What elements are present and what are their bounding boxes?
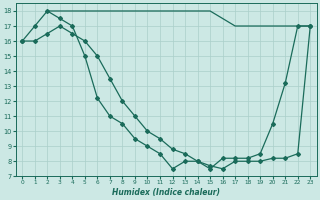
X-axis label: Humidex (Indice chaleur): Humidex (Indice chaleur): [112, 188, 220, 197]
